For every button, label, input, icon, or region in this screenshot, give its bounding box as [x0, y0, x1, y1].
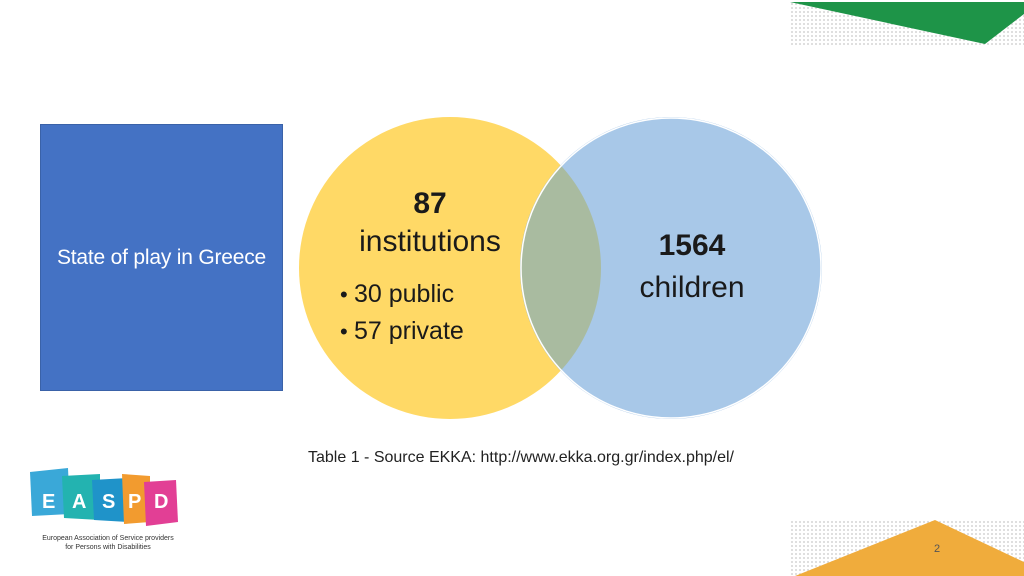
children-label: children: [639, 271, 745, 304]
orange-corner-shape: [795, 520, 1024, 576]
logo-block-d: [144, 480, 178, 526]
bullet-private: • 57 private: [340, 313, 530, 350]
venn-circle-children: [520, 117, 822, 419]
logo-block-e: [30, 468, 70, 516]
bullet-public: • 30 public: [340, 276, 530, 313]
green-corner-shape: [790, 2, 1024, 44]
page-number: 2: [934, 543, 941, 555]
institutions-label: institutions: [359, 225, 501, 258]
logo-letter-d: D: [154, 491, 168, 513]
venn-circle-institutions: [299, 117, 601, 419]
children-count: 1564: [658, 229, 726, 262]
logo-block-p: [122, 474, 150, 524]
institutions-breakdown: • 30 public • 57 private: [330, 276, 530, 350]
title-box: State of play in Greece: [40, 124, 283, 391]
source-caption: Table 1 - Source EKKA: http://www.ekka.o…: [308, 449, 734, 466]
bullet-dot-icon: •: [340, 282, 348, 307]
logo-letter-s: S: [102, 491, 115, 513]
logo-block-s: [92, 478, 128, 522]
institutions-text: 87 institutions • 30 public • 57 private: [330, 186, 530, 350]
logo-tagline: European Association of Service provider…: [42, 535, 174, 551]
slide-title: State of play in Greece: [56, 245, 267, 269]
logo-block-a: [62, 474, 100, 520]
logo-letter-e: E: [42, 491, 55, 513]
logo-letter-a: A: [72, 491, 86, 513]
children-text: 1564 children: [612, 226, 772, 310]
venn-circle-children-outline: [520, 117, 822, 419]
easpd-logo: E A S P D: [30, 468, 178, 526]
institutions-count: 87: [413, 187, 447, 220]
bullet-dot-icon: •: [340, 319, 348, 344]
logo-letter-p: P: [128, 491, 141, 513]
